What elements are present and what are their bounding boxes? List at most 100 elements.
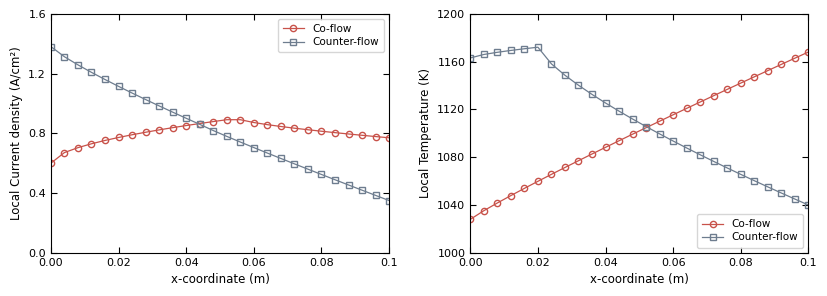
Counter-flow [519, 47, 529, 51]
Co-flow [73, 146, 83, 149]
Counter-flow [100, 78, 110, 81]
Line: Counter-flow: Counter-flow [467, 44, 811, 208]
Counter-flow [181, 117, 191, 120]
Counter-flow [709, 160, 719, 163]
Counter-flow [249, 146, 259, 149]
Counter-flow [668, 139, 678, 143]
Co-flow [614, 139, 624, 142]
Co-flow [317, 129, 327, 133]
Co-flow [236, 118, 246, 121]
Co-flow [127, 133, 137, 136]
Counter-flow [127, 91, 137, 95]
Co-flow [303, 128, 313, 131]
Counter-flow [804, 203, 814, 207]
Counter-flow [317, 173, 327, 176]
Counter-flow [370, 194, 380, 197]
Co-flow [804, 50, 814, 54]
Counter-flow [790, 197, 800, 201]
Counter-flow [628, 117, 638, 121]
Counter-flow [208, 129, 218, 132]
Counter-flow [60, 55, 69, 59]
Co-flow [343, 132, 353, 136]
Counter-flow [194, 123, 204, 126]
Counter-flow [574, 83, 584, 87]
Co-flow [560, 166, 570, 169]
Co-flow [60, 151, 69, 154]
Co-flow [276, 125, 286, 128]
Counter-flow [681, 146, 691, 150]
Counter-flow [506, 49, 516, 52]
Counter-flow [547, 62, 557, 66]
Co-flow [681, 107, 691, 110]
Counter-flow [154, 104, 164, 108]
Co-flow [466, 218, 476, 221]
Counter-flow [262, 151, 272, 155]
Co-flow [749, 75, 759, 78]
Legend: Co-flow, Counter-flow: Co-flow, Counter-flow [278, 19, 384, 52]
Counter-flow [236, 140, 246, 144]
X-axis label: x-coordinate (m): x-coordinate (m) [590, 273, 689, 286]
Counter-flow [168, 110, 178, 114]
Co-flow [330, 131, 340, 134]
Counter-flow [777, 191, 786, 195]
Co-flow [370, 135, 380, 138]
Counter-flow [763, 185, 773, 189]
Co-flow [262, 123, 272, 126]
Y-axis label: Local Current density (A/cm²): Local Current density (A/cm²) [10, 46, 22, 220]
Counter-flow [479, 53, 489, 56]
Co-flow [668, 113, 678, 117]
Counter-flow [533, 45, 543, 49]
Counter-flow [600, 101, 610, 105]
Co-flow [641, 126, 651, 129]
Y-axis label: Local Temperature (K): Local Temperature (K) [418, 68, 432, 198]
Legend: Co-flow, Counter-flow: Co-flow, Counter-flow [697, 214, 803, 248]
X-axis label: x-coordinate (m): x-coordinate (m) [170, 273, 270, 286]
Co-flow [46, 161, 56, 165]
Co-flow [357, 133, 367, 137]
Line: Co-flow: Co-flow [467, 49, 811, 223]
Counter-flow [722, 166, 732, 170]
Co-flow [141, 131, 151, 134]
Line: Counter-flow: Counter-flow [48, 44, 392, 204]
Counter-flow [113, 85, 123, 88]
Counter-flow [641, 125, 651, 128]
Counter-flow [343, 183, 353, 187]
Counter-flow [696, 153, 705, 157]
Counter-flow [560, 73, 570, 77]
Counter-flow [87, 70, 97, 74]
Counter-flow [276, 157, 286, 160]
Co-flow [222, 118, 232, 121]
Co-flow [506, 194, 516, 197]
Co-flow [790, 56, 800, 60]
Co-flow [479, 209, 489, 213]
Co-flow [696, 100, 705, 104]
Counter-flow [492, 51, 502, 54]
Counter-flow [614, 110, 624, 113]
Counter-flow [222, 135, 232, 138]
Co-flow [168, 126, 178, 129]
Co-flow [87, 142, 97, 146]
Co-flow [533, 180, 543, 183]
Counter-flow [73, 63, 83, 67]
Co-flow [628, 132, 638, 136]
Co-flow [113, 136, 123, 139]
Co-flow [194, 122, 204, 125]
Counter-flow [466, 56, 476, 60]
Co-flow [587, 152, 597, 156]
Counter-flow [330, 178, 340, 181]
Counter-flow [141, 98, 151, 101]
Counter-flow [384, 199, 394, 202]
Counter-flow [587, 93, 597, 96]
Co-flow [384, 136, 394, 139]
Co-flow [547, 173, 557, 176]
Co-flow [208, 120, 218, 123]
Co-flow [722, 88, 732, 91]
Co-flow [777, 62, 786, 66]
Counter-flow [289, 162, 299, 165]
Co-flow [763, 69, 773, 72]
Co-flow [736, 81, 746, 85]
Line: Co-flow: Co-flow [48, 117, 392, 166]
Co-flow [574, 159, 584, 163]
Counter-flow [655, 132, 665, 136]
Co-flow [249, 121, 259, 124]
